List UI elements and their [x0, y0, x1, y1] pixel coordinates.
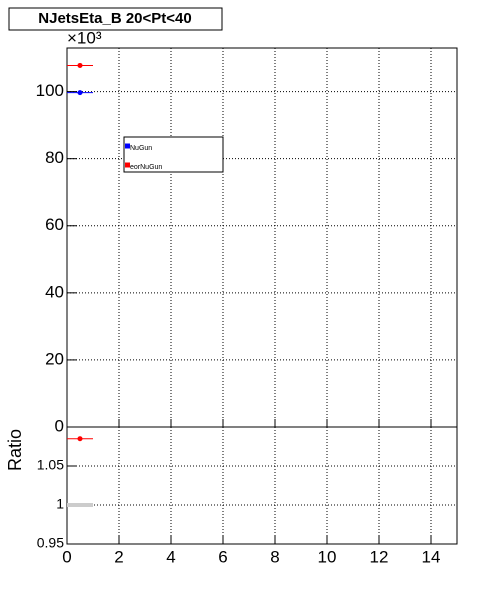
- x-tick-label: 8: [270, 547, 279, 566]
- title-box: [8, 7, 223, 31]
- reference-band: [67, 503, 93, 507]
- x-tick-label: 4: [166, 547, 175, 566]
- y-tick-label: 40: [45, 282, 64, 301]
- y-multiplier: ×10³: [67, 28, 102, 47]
- y-axis-label: Ratio: [5, 429, 25, 471]
- y-tick-label: 60: [45, 215, 64, 234]
- legend-box: [123, 136, 224, 173]
- x-tick-label: 2: [114, 547, 123, 566]
- y-tick-label: 80: [45, 148, 64, 167]
- y-tick-label: 1: [56, 496, 64, 512]
- legend-marker: [125, 143, 130, 149]
- y-tick-label: 100: [36, 81, 64, 100]
- data-point: [77, 436, 83, 442]
- x-tick-label: 0: [62, 547, 71, 566]
- y-tick-label: 20: [45, 349, 64, 368]
- x-tick-label: 10: [318, 547, 337, 566]
- plot-frame: [66, 47, 458, 428]
- y-tick-label: 0.95: [37, 535, 64, 551]
- x-tick-label: 12: [370, 547, 389, 566]
- data-point: [77, 90, 83, 96]
- legend-label: NuGun: [130, 145, 152, 152]
- chart-title: NJetsEta_B 20<Pt<40: [38, 10, 191, 27]
- x-tick-label: 14: [422, 547, 441, 566]
- x-tick-label: 6: [218, 547, 227, 566]
- y-tick-label: 1.05: [37, 457, 64, 473]
- legend-marker: [125, 162, 130, 168]
- data-point: [77, 62, 83, 68]
- y-tick-label: 0: [55, 416, 64, 435]
- plot-frame: [66, 426, 458, 545]
- legend-label: eorNuGun: [130, 164, 162, 171]
